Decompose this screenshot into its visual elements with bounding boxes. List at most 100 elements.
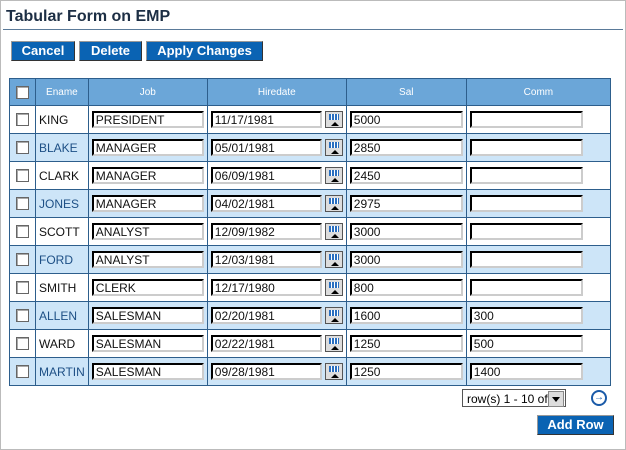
job-cell: ANALYST — [87, 217, 208, 246]
job-input[interactable]: ANALYST — [91, 251, 204, 268]
job-input[interactable]: CLERK — [91, 279, 204, 296]
comm-input[interactable]: 500 — [469, 335, 583, 352]
job-input[interactable]: ANALYST — [91, 223, 204, 240]
job-cell: PRESIDENT — [87, 105, 208, 134]
job-cell: SALESMAN — [87, 329, 208, 358]
comm-cell — [465, 189, 612, 218]
calendar-icon[interactable] — [324, 195, 343, 212]
pagination-select[interactable]: row(s) 1 - 10 of 14 — [462, 389, 566, 407]
calendar-icon[interactable] — [324, 111, 343, 128]
job-input[interactable]: MANAGER — [91, 139, 204, 156]
comm-input[interactable] — [469, 111, 583, 128]
row-checkbox[interactable] — [16, 365, 29, 378]
job-cell: CLERK — [87, 273, 208, 302]
comm-input[interactable] — [469, 223, 583, 240]
comm-input[interactable] — [469, 167, 583, 184]
select-cell — [9, 273, 36, 302]
sal-input[interactable]: 800 — [349, 279, 463, 296]
hiredate-input[interactable]: 11/17/1981 — [210, 111, 322, 128]
job-input[interactable]: SALESMAN — [91, 363, 204, 380]
sal-cell: 2850 — [345, 133, 467, 162]
comm-cell — [465, 217, 612, 246]
select-cell — [9, 217, 36, 246]
sal-cell: 3000 — [345, 217, 467, 246]
sal-input[interactable]: 2850 — [349, 139, 463, 156]
row-checkbox[interactable] — [16, 253, 29, 266]
col-ename[interactable]: Ename — [35, 78, 89, 106]
circle-arrow-right-icon[interactable]: → — [591, 390, 607, 406]
sal-input[interactable]: 1250 — [349, 363, 463, 380]
hiredate-input[interactable]: 02/20/1981 — [210, 307, 322, 324]
comm-input[interactable] — [469, 139, 583, 156]
calendar-icon[interactable] — [324, 223, 343, 240]
sal-input[interactable]: 2450 — [349, 167, 463, 184]
hiredate-input[interactable]: 02/22/1981 — [210, 335, 322, 352]
job-cell: MANAGER — [87, 161, 208, 190]
row-checkbox[interactable] — [16, 113, 29, 126]
cancel-button[interactable]: Cancel — [11, 41, 75, 61]
row-checkbox[interactable] — [16, 141, 29, 154]
row-checkbox[interactable] — [16, 309, 29, 322]
ename-cell: SCOTT — [35, 217, 89, 246]
calendar-icon[interactable] — [324, 279, 343, 296]
row-checkbox[interactable] — [16, 169, 29, 182]
sal-input[interactable]: 3000 — [349, 251, 463, 268]
hiredate-cell: 12/03/1981 — [206, 245, 347, 274]
col-sal[interactable]: Sal — [345, 78, 467, 106]
sal-input[interactable]: 3000 — [349, 223, 463, 240]
col-hiredate[interactable]: Hiredate — [206, 78, 347, 106]
calendar-icon[interactable] — [324, 167, 343, 184]
sal-input[interactable]: 5000 — [349, 111, 463, 128]
hiredate-cell: 09/28/1981 — [206, 357, 347, 386]
table-row: JONES MANAGER 04/02/1981 2975 — [9, 189, 612, 218]
hiredate-cell: 02/22/1981 — [206, 329, 347, 358]
comm-input[interactable]: 1400 — [469, 363, 583, 380]
select-cell — [9, 161, 36, 190]
row-checkbox[interactable] — [16, 197, 29, 210]
sal-input[interactable]: 1250 — [349, 335, 463, 352]
hiredate-input[interactable]: 12/03/1981 — [210, 251, 322, 268]
select-all-checkbox[interactable] — [16, 85, 29, 99]
comm-input[interactable]: 300 — [469, 307, 583, 324]
sal-cell: 1250 — [345, 329, 467, 358]
comm-input[interactable] — [469, 195, 583, 212]
job-input[interactable]: MANAGER — [91, 167, 204, 184]
calendar-icon[interactable] — [324, 307, 343, 324]
ename-cell: KING — [35, 105, 89, 134]
calendar-icon[interactable] — [324, 251, 343, 268]
ename-cell: JONES — [35, 189, 89, 218]
hiredate-input[interactable]: 12/17/1980 — [210, 279, 322, 296]
chevron-down-icon — [548, 391, 564, 407]
calendar-icon[interactable] — [324, 363, 343, 380]
page-title: Tabular Form on EMP — [6, 8, 171, 25]
hiredate-input[interactable]: 04/02/1981 — [210, 195, 322, 212]
delete-button[interactable]: Delete — [79, 41, 142, 61]
comm-input[interactable] — [469, 251, 583, 268]
calendar-icon[interactable] — [324, 335, 343, 352]
row-checkbox[interactable] — [16, 281, 29, 294]
row-checkbox[interactable] — [16, 225, 29, 238]
sal-input[interactable]: 1600 — [349, 307, 463, 324]
job-input[interactable]: MANAGER — [91, 195, 204, 212]
apply-changes-button[interactable]: Apply Changes — [146, 41, 263, 61]
header-row: Ename Job Hiredate Sal Comm — [9, 78, 612, 106]
job-input[interactable]: PRESIDENT — [91, 111, 204, 128]
table-row: KING PRESIDENT 11/17/1981 5000 — [9, 105, 612, 134]
job-input[interactable]: SALESMAN — [91, 307, 204, 324]
calendar-icon[interactable] — [324, 139, 343, 156]
hiredate-input[interactable]: 06/09/1981 — [210, 167, 322, 184]
col-comm[interactable]: Comm — [465, 78, 612, 106]
hiredate-cell: 02/20/1981 — [206, 301, 347, 330]
col-job[interactable]: Job — [87, 78, 208, 106]
comm-input[interactable] — [469, 279, 583, 296]
hiredate-input[interactable]: 12/09/1982 — [210, 223, 322, 240]
hiredate-input[interactable]: 09/28/1981 — [210, 363, 322, 380]
hiredate-input[interactable]: 05/01/1981 — [210, 139, 322, 156]
table-row: CLARK MANAGER 06/09/1981 2450 — [9, 161, 612, 190]
select-cell — [9, 133, 36, 162]
comm-cell — [465, 161, 612, 190]
sal-input[interactable]: 2975 — [349, 195, 463, 212]
row-checkbox[interactable] — [16, 337, 29, 350]
job-input[interactable]: SALESMAN — [91, 335, 204, 352]
add-row-button[interactable]: Add Row — [537, 415, 614, 435]
